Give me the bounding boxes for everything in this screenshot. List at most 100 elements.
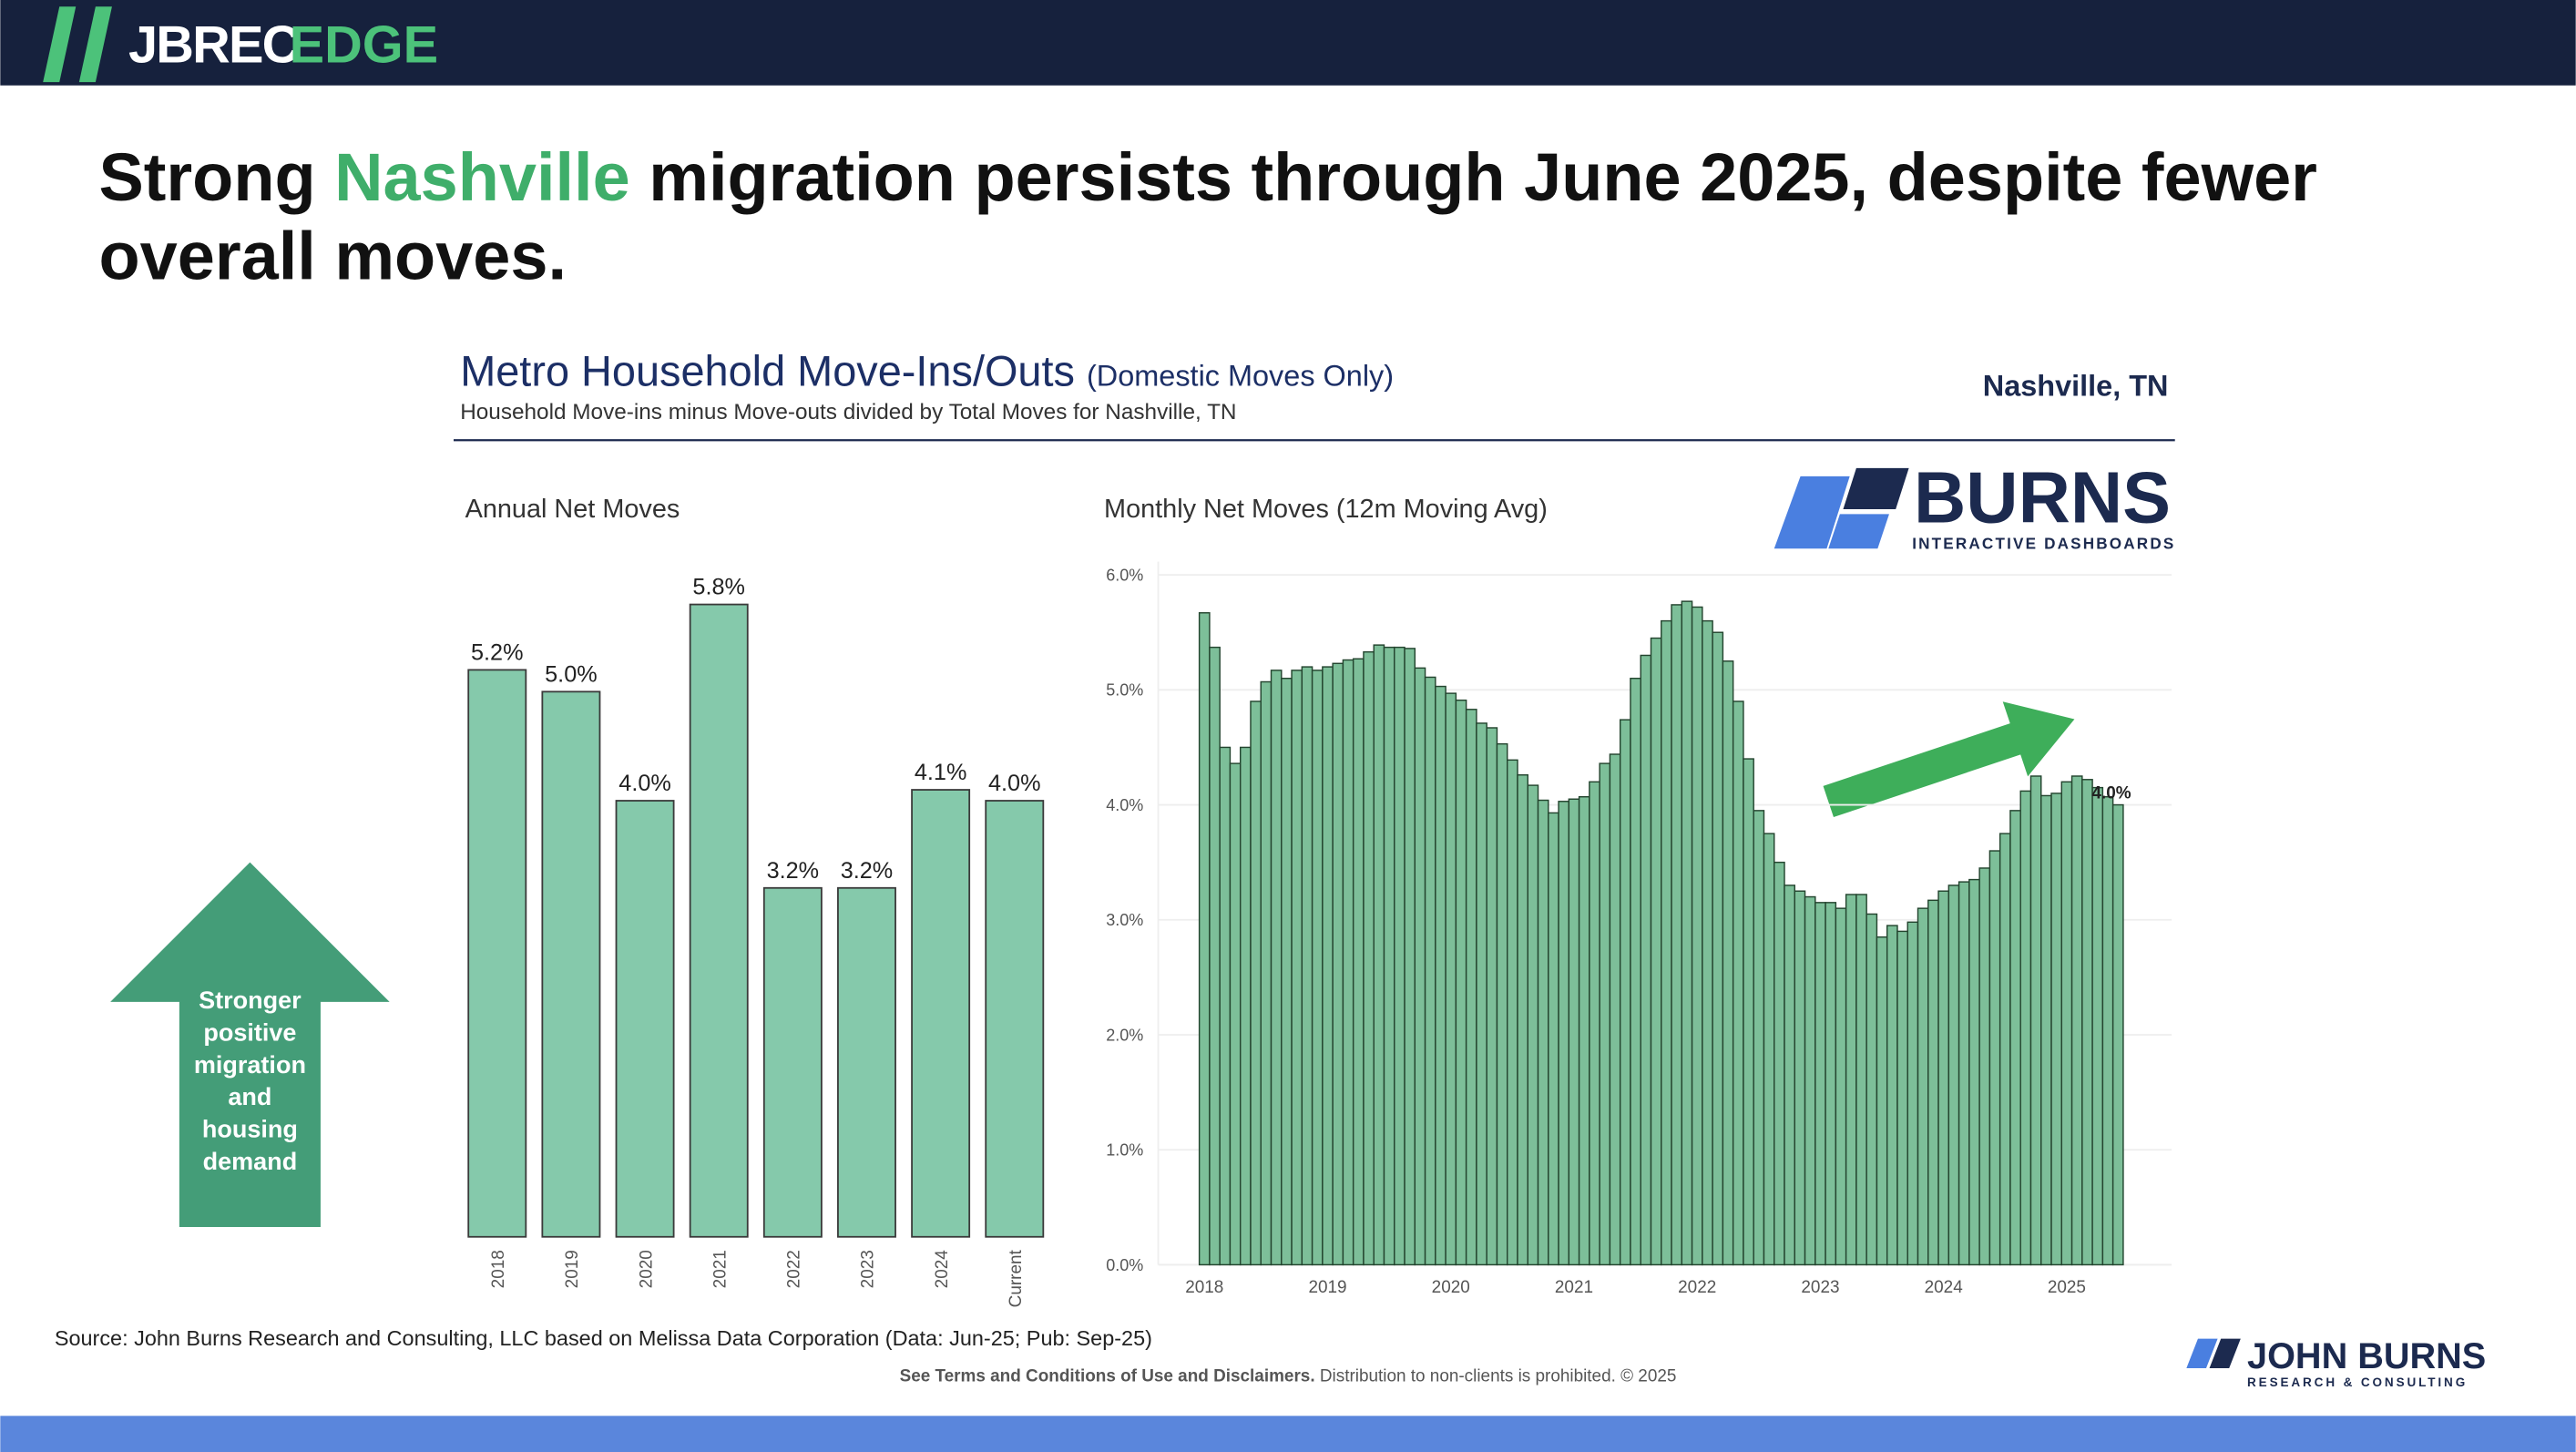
- footer-logo: JOHN BURNS: [2247, 1336, 2486, 1376]
- panel-title-text: Metro Household Move-Ins/Outs: [460, 348, 1075, 395]
- footer-logo-shape: [2186, 1338, 2218, 1369]
- bar: [1917, 907, 1929, 1266]
- bar: [1876, 936, 1888, 1266]
- x-tick-label: 2018: [489, 1250, 508, 1288]
- x-tick-label: 2020: [1432, 1278, 1470, 1297]
- terms-link[interactable]: See Terms and Conditions of Use and Disc…: [900, 1366, 1315, 1386]
- bar: [1886, 925, 1898, 1266]
- chart-title: Annual Net Moves: [465, 495, 680, 524]
- x-tick-label: 2024: [933, 1250, 952, 1288]
- bar: [1548, 812, 1559, 1266]
- bar: [1414, 667, 1426, 1266]
- bar: [2101, 795, 2114, 1266]
- x-tick-label: 2023: [859, 1250, 878, 1288]
- y-tick-label: 3.0%: [1106, 911, 1143, 929]
- logo-shape: [1843, 467, 1909, 509]
- bar: [2081, 779, 2093, 1266]
- brand-accent: EDGE: [290, 16, 439, 75]
- bar: [1712, 631, 1724, 1266]
- bar: [1753, 810, 1765, 1266]
- bar: [1650, 637, 1662, 1266]
- callout-line: positive: [203, 1018, 296, 1046]
- header-bar: [0, 0, 2576, 86]
- value-label: 5.8%: [692, 575, 745, 600]
- bar: [1599, 762, 1611, 1266]
- headline-highlight: Nashville: [334, 139, 630, 215]
- bar: [1383, 646, 1395, 1266]
- x-tick-label: 2019: [563, 1250, 582, 1288]
- value-label: 4.0%: [988, 771, 1041, 796]
- value-label: 3.2%: [841, 858, 894, 884]
- bar: [2040, 794, 2052, 1266]
- bar: [1219, 746, 1232, 1266]
- bar: [1784, 884, 1795, 1266]
- bar: [1496, 742, 1508, 1266]
- bar: [1968, 878, 1980, 1266]
- x-tick-label: 2021: [1555, 1278, 1593, 1297]
- bar: [1855, 894, 1867, 1266]
- bar: [1281, 677, 1293, 1266]
- bar: [1619, 719, 1631, 1266]
- bar: [1732, 700, 1744, 1266]
- brand: JBREC: [128, 16, 300, 75]
- bar: [1958, 881, 1970, 1266]
- bar: [1998, 833, 2011, 1266]
- bar: [1527, 784, 1539, 1266]
- brand-slash: [43, 6, 77, 83]
- bar: [1507, 759, 1518, 1266]
- bar: [1517, 774, 1528, 1266]
- bar: [1630, 677, 1641, 1266]
- trend-arrow: [1823, 701, 2075, 818]
- bar: [1794, 890, 1806, 1266]
- callout-line: Stronger: [199, 987, 302, 1014]
- x-tick-label: 2018: [1185, 1278, 1223, 1297]
- bar: [1301, 666, 1314, 1266]
- bar: [1825, 902, 1837, 1266]
- bar: [762, 886, 823, 1238]
- bar: [1445, 692, 1457, 1266]
- y-tick-label: 2.0%: [1106, 1026, 1143, 1044]
- source: Source: John Burns Research and Consulti…: [55, 1326, 1152, 1350]
- bar: [1198, 612, 1211, 1266]
- chart-title: Monthly Net Moves (12m Moving Avg): [1104, 495, 1548, 524]
- bar: [2091, 786, 2104, 1266]
- bar: [541, 690, 601, 1238]
- bar: [1906, 921, 1919, 1266]
- panel-title: Metro Household Move-Ins/Outs (Domestic …: [460, 348, 1394, 395]
- panel-subtitle: Household Move-ins minus Move-outs divid…: [460, 400, 1236, 424]
- bar: [1866, 913, 1878, 1266]
- bar: [1476, 722, 1487, 1266]
- x-tick-label: 2022: [1678, 1278, 1716, 1297]
- footer-bar: [0, 1416, 2576, 1452]
- y-tick-label: 1.0%: [1106, 1141, 1143, 1160]
- bar: [1640, 654, 1652, 1266]
- callout-arrow: [110, 862, 390, 1227]
- bar: [467, 669, 527, 1238]
- bar: [1394, 646, 1406, 1266]
- bar: [1835, 907, 1847, 1266]
- bar: [1311, 670, 1324, 1266]
- y-tick-label: 0.0%: [1106, 1256, 1143, 1274]
- bar: [1947, 884, 1960, 1266]
- value-label: 5.0%: [545, 662, 598, 688]
- headline: overall moves.: [99, 219, 567, 294]
- bar: [1558, 801, 1570, 1266]
- bar: [2009, 810, 2021, 1266]
- bar: [1937, 890, 1950, 1266]
- value-label: 5.2%: [471, 640, 524, 666]
- bar: [1291, 670, 1303, 1266]
- bar: [2111, 803, 2124, 1266]
- bar: [1260, 680, 1273, 1266]
- bar: [2019, 790, 2032, 1266]
- x-tick-label: Current: [1007, 1249, 1026, 1307]
- x-tick-label: 2020: [637, 1250, 656, 1288]
- bar: [1763, 833, 1775, 1266]
- bar: [1722, 660, 1734, 1266]
- bar: [615, 800, 675, 1238]
- bar: [1691, 606, 1703, 1266]
- bar: [1702, 619, 1713, 1266]
- callout-line: migration: [194, 1051, 306, 1079]
- bar: [1435, 685, 1446, 1266]
- bar: [1239, 746, 1252, 1266]
- bar: [1486, 727, 1498, 1266]
